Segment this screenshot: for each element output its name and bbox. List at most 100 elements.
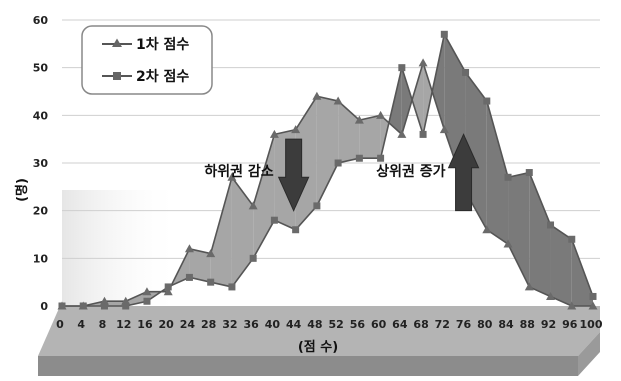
series1-point	[482, 225, 492, 234]
x-tick-label: 0	[56, 318, 64, 331]
x-tick-label: 16	[137, 318, 153, 331]
annotations: 하위권 감소 상위권 증가	[204, 133, 480, 212]
series2-point	[79, 302, 87, 310]
series2-point	[589, 292, 597, 300]
x-tick-label: 80	[477, 318, 493, 331]
legend-square-icon	[113, 72, 121, 80]
band-segment	[412, 62, 424, 135]
legend-label-series1: 1차 점수	[136, 36, 189, 53]
x-tick-label: 76	[456, 318, 472, 331]
annotation-label: 하위권 감소	[204, 163, 273, 180]
band-segment	[295, 96, 317, 230]
series2-point	[334, 159, 342, 167]
series1-point	[376, 110, 386, 119]
series1-point	[312, 91, 322, 100]
series1-point	[333, 96, 343, 105]
series2-point	[525, 169, 533, 177]
y-tick-label: 40	[33, 109, 49, 122]
series1-point	[248, 201, 258, 210]
band-segment	[423, 62, 433, 135]
series1-point	[439, 125, 449, 134]
series1-point	[227, 172, 237, 181]
series2-point	[122, 302, 130, 310]
series2-point	[355, 154, 363, 162]
x-tick-label: 84	[498, 318, 514, 331]
series2-point	[419, 130, 427, 138]
x-tick-label: 28	[201, 318, 216, 331]
series2-point	[249, 254, 257, 262]
band-segment	[401, 67, 413, 135]
series-lines	[62, 32, 594, 307]
series1-point	[354, 115, 364, 124]
x-tick-label: 96	[562, 318, 578, 331]
series-markers	[57, 30, 598, 310]
legend: 1차 점수 2차 점수	[81, 25, 213, 95]
series2-point	[143, 297, 151, 305]
series2-point	[207, 278, 215, 286]
series1-point	[418, 58, 428, 67]
x-tick-label: 100	[580, 318, 603, 331]
y-tick-label: 30	[33, 157, 49, 170]
series2-point	[313, 202, 321, 210]
x-tick-label: 88	[520, 318, 535, 331]
series1-point	[163, 287, 173, 296]
x-tick-label: 40	[265, 318, 281, 331]
x-tick-label: 48	[307, 318, 322, 331]
y-tick-label: 20	[33, 205, 49, 218]
band-segment	[338, 101, 360, 163]
x-tick-label: 56	[350, 318, 366, 331]
series2-point	[292, 226, 300, 234]
y-tick-label: 50	[33, 62, 49, 75]
band-segment	[486, 101, 509, 245]
band-segment	[359, 115, 381, 159]
series1-point	[524, 282, 534, 291]
band-segment	[432, 34, 445, 130]
x-tick-label: 68	[413, 318, 428, 331]
series2-point	[228, 283, 236, 291]
series1-point	[588, 301, 598, 310]
legend-triangle-icon	[112, 38, 122, 47]
band-segment	[189, 248, 211, 283]
series1-point	[546, 291, 556, 300]
series2-point	[398, 64, 406, 72]
series1-point	[142, 287, 152, 296]
x-tick-label: 36	[244, 318, 260, 331]
x-tick-label: 8	[99, 318, 107, 331]
band-segment	[529, 172, 551, 297]
annotation-label: 상위권 증가	[376, 164, 445, 180]
x-tick-label: 24	[180, 318, 196, 331]
series1-point	[291, 125, 301, 134]
up-arrow-icon	[447, 133, 480, 212]
y-axis-ticks: 0 10 20 30 40 50 60	[33, 14, 49, 313]
band-segment	[550, 224, 572, 306]
band-segment	[571, 239, 593, 306]
band-segment	[231, 177, 254, 287]
x-tick-label: 32	[222, 318, 237, 331]
x-tick-label: 4	[77, 318, 85, 331]
series-line-1	[62, 60, 593, 307]
series2-point	[185, 273, 193, 281]
chart-floor-side	[578, 332, 600, 376]
chart-wall-shade	[62, 190, 182, 305]
series2-point	[504, 173, 512, 181]
y-tick-label: 60	[33, 14, 49, 27]
series2-point	[440, 30, 448, 38]
series2-point	[568, 235, 576, 243]
series2-point	[462, 68, 470, 76]
series1-point	[184, 244, 194, 253]
x-tick-label: 64	[392, 318, 408, 331]
series2-point	[483, 97, 491, 105]
series1-point	[206, 249, 216, 258]
down-arrow-icon	[277, 138, 310, 212]
chart-floor-top	[38, 306, 600, 356]
series1-point	[397, 129, 407, 138]
x-tick-label: 20	[159, 318, 175, 331]
series1-point	[269, 129, 279, 138]
y-tick-label: 0	[40, 300, 48, 313]
y-axis-title: (명)	[14, 178, 30, 202]
series2-point	[100, 302, 108, 310]
series1-point	[567, 301, 577, 310]
x-tick-label: 12	[116, 318, 131, 331]
y-tick-label: 10	[33, 252, 49, 265]
band-segment	[210, 177, 232, 287]
